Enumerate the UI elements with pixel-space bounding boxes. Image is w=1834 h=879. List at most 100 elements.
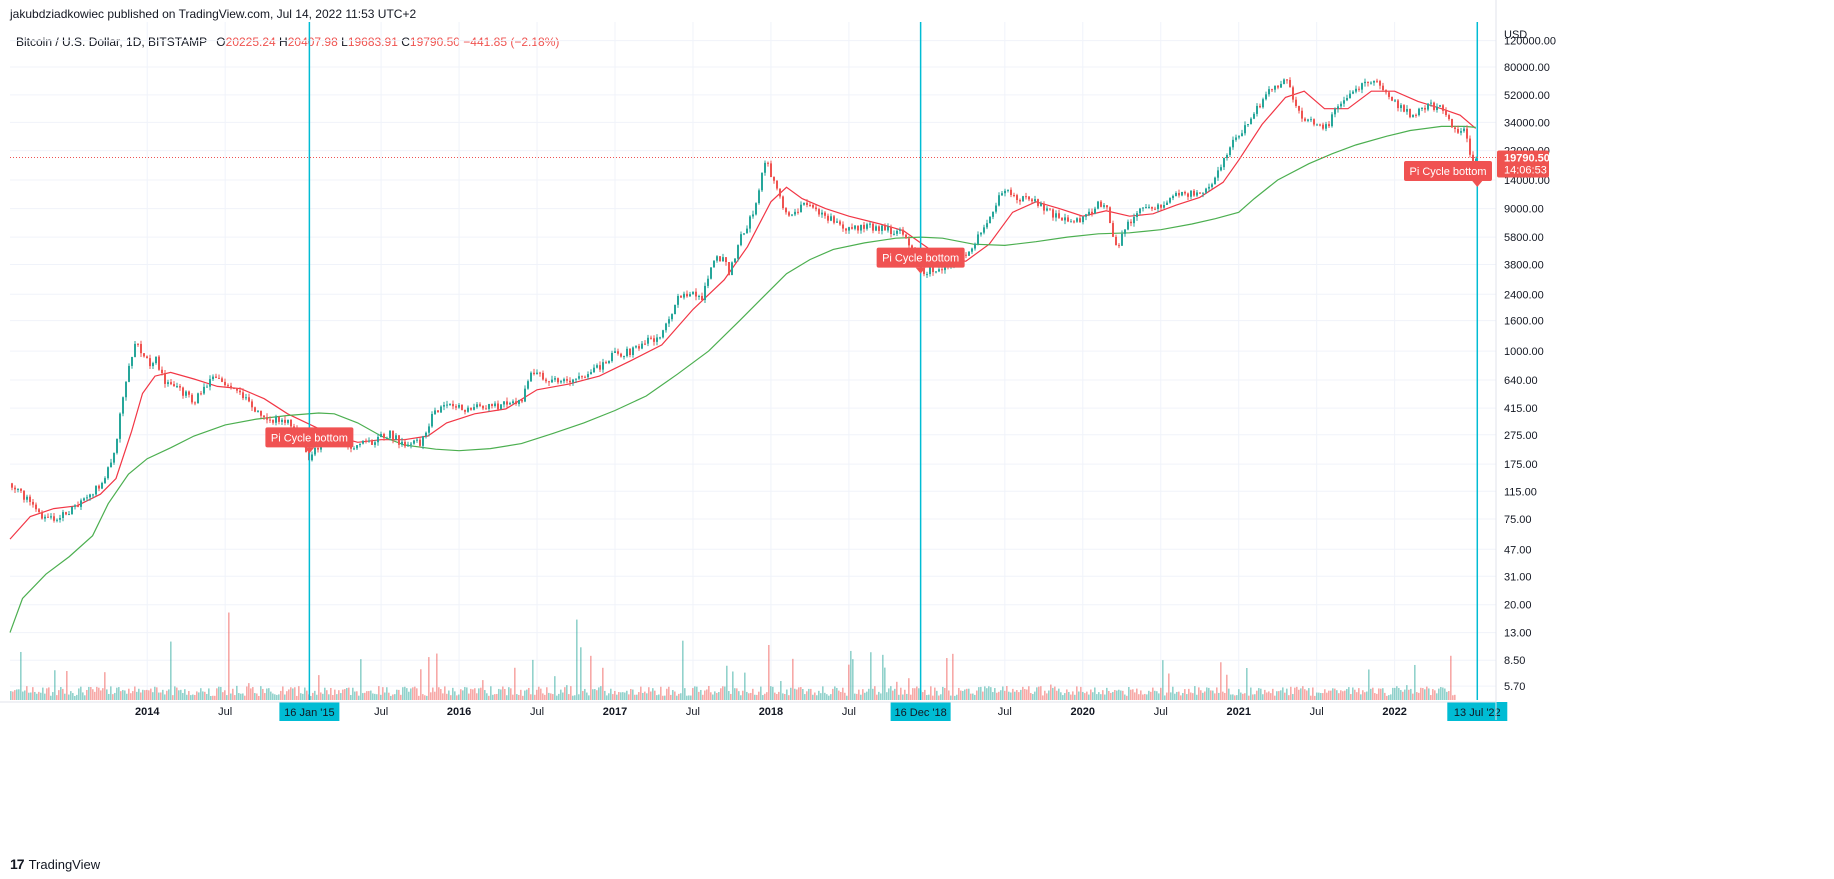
volume-bar: [1280, 690, 1282, 700]
candle-body: [647, 337, 649, 344]
volume-bar: [966, 688, 968, 700]
volume-bar: [108, 693, 110, 700]
candle-body: [842, 224, 844, 229]
volume-bar: [894, 688, 896, 700]
current-price-badge: [1497, 150, 1549, 178]
volume-bar: [584, 688, 586, 700]
candle-body: [887, 226, 889, 231]
volume-bar: [282, 686, 284, 700]
volume-bar: [752, 688, 754, 700]
volume-bar: [1002, 686, 1004, 700]
volume-bar: [624, 692, 626, 700]
candle-body: [239, 390, 241, 393]
candle-body: [563, 379, 565, 382]
volume-bar: [68, 694, 70, 700]
volume-bar: [478, 688, 480, 700]
volume-bar: [1004, 690, 1006, 700]
candle-body: [989, 216, 991, 224]
candle-body: [1385, 90, 1387, 93]
volume-bar: [748, 693, 750, 700]
volume-bar: [956, 694, 958, 700]
volume-bar: [126, 693, 128, 700]
volume-bar: [116, 687, 118, 700]
volume-bar: [678, 693, 680, 700]
volume-bar: [756, 694, 758, 700]
volume-bar: [378, 686, 380, 700]
y-tick-label: 1000.00: [1504, 346, 1544, 358]
volume-bar: [1156, 691, 1158, 700]
candle-body: [1139, 208, 1141, 214]
candle-body: [242, 392, 244, 399]
candle-body: [875, 226, 877, 231]
volume-bar: [1192, 693, 1194, 700]
candle-body: [1424, 107, 1426, 110]
volume-bar: [868, 688, 870, 700]
candle-body: [911, 245, 913, 249]
candle-body: [131, 356, 133, 366]
candle-body: [971, 248, 973, 252]
volume-bar: [1010, 692, 1012, 700]
volume-bar: [1112, 691, 1114, 700]
volume-bar: [590, 655, 592, 700]
candle-body: [362, 440, 364, 444]
candle-body: [1172, 195, 1174, 199]
volume-bar: [322, 693, 324, 700]
volume-bar: [258, 695, 260, 700]
candle-body: [14, 487, 16, 490]
candle-body: [485, 408, 487, 410]
volume-bar: [952, 653, 954, 700]
volume-bar: [74, 695, 76, 700]
candle-body: [65, 512, 67, 515]
candle-body: [176, 386, 178, 388]
volume-bar: [976, 690, 978, 700]
candle-body: [287, 419, 289, 423]
candle-body: [1235, 137, 1237, 140]
candle-body: [149, 358, 151, 367]
candle-body: [1049, 208, 1051, 210]
y-tick-label: 8.50: [1504, 655, 1525, 667]
volume-bar: [1090, 689, 1092, 700]
volume-bar: [882, 654, 884, 700]
volume-bar: [940, 694, 942, 700]
volume-bar: [394, 694, 396, 700]
candle-body: [1208, 186, 1210, 189]
volume-bar: [338, 690, 340, 700]
date-badge: [1447, 702, 1508, 721]
candle-body: [980, 232, 982, 235]
candle-body: [89, 494, 91, 498]
candle-body: [731, 262, 733, 275]
candle-body: [968, 251, 970, 256]
candle-body: [1031, 199, 1033, 202]
volume-bar: [354, 691, 356, 700]
volume-bar: [1250, 687, 1252, 700]
volume-bar: [770, 686, 772, 700]
volume-bar: [1258, 688, 1260, 700]
volume-bar: [802, 689, 804, 700]
volume-bar: [1114, 690, 1116, 700]
candle-body: [356, 445, 358, 449]
volume-bar: [566, 685, 568, 700]
volume-bar: [318, 675, 320, 700]
volume-bar: [1102, 690, 1104, 700]
volume-bar: [88, 686, 90, 700]
candle-body: [377, 436, 379, 443]
candle-body: [734, 258, 736, 263]
candle-body: [1166, 202, 1168, 205]
volume-bar: [1040, 686, 1042, 700]
volume-bar: [30, 692, 32, 700]
volume-bar: [194, 694, 196, 700]
volume-bar: [1028, 686, 1030, 700]
candle-body: [1316, 124, 1318, 126]
volume-bar: [240, 693, 242, 700]
volume-bar: [90, 687, 92, 700]
candle-body: [803, 202, 805, 205]
volume-bar: [352, 687, 354, 700]
volume-bar: [1294, 687, 1296, 700]
pi-cycle-label-box: [1404, 161, 1492, 181]
volume-bar: [1094, 687, 1096, 700]
volume-bar: [1260, 688, 1262, 700]
volume-bar: [986, 688, 988, 700]
volume-bar: [1054, 686, 1056, 700]
volume-bar: [1418, 692, 1420, 700]
